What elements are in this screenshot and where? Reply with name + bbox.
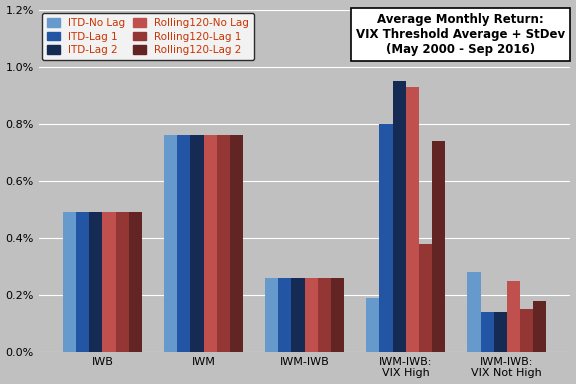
Bar (432, 141, 445, 352)
Bar (305, 278, 318, 352)
Legend: ITD-No Lag, ITD-Lag 1, ITD-Lag 2, Rolling120-No Lag, Rolling120-Lag 1, Rolling12: ITD-No Lag, ITD-Lag 1, ITD-Lag 2, Rollin… (42, 13, 255, 60)
Bar (318, 278, 331, 352)
Bar (393, 81, 406, 352)
Bar (230, 135, 243, 352)
Bar (190, 135, 203, 352)
Bar (507, 281, 520, 352)
Bar (203, 135, 217, 352)
Bar (103, 212, 116, 352)
Bar (89, 212, 103, 352)
Bar (467, 272, 480, 352)
Bar (331, 278, 344, 352)
Bar (128, 212, 142, 352)
Bar (63, 212, 76, 352)
Bar (533, 301, 546, 352)
Bar (480, 312, 494, 352)
Bar (116, 212, 128, 352)
Bar (164, 135, 177, 352)
Text: Average Monthly Return:
VIX Threshold Average + StDev
(May 2000 - Sep 2016): Average Monthly Return: VIX Threshold Av… (356, 13, 565, 56)
Bar (177, 135, 190, 352)
Bar (366, 298, 380, 352)
Bar (278, 278, 291, 352)
Bar (494, 312, 507, 352)
Bar (380, 124, 393, 352)
Bar (76, 212, 89, 352)
Bar (419, 243, 432, 352)
Bar (406, 87, 419, 352)
Bar (265, 278, 278, 352)
Bar (520, 309, 533, 352)
Bar (291, 278, 305, 352)
Bar (217, 135, 230, 352)
